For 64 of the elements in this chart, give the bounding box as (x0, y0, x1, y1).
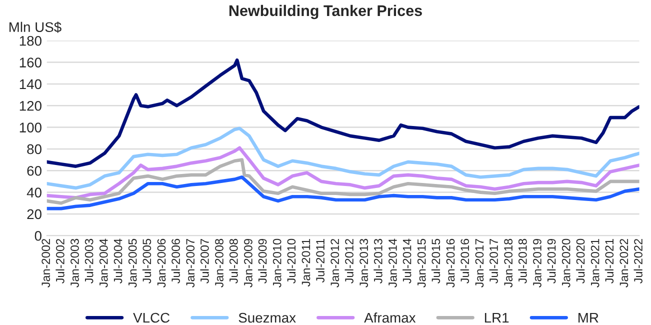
legend-label: Aframax (364, 312, 416, 323)
x-tick-label: Jan-2021 (590, 238, 600, 288)
x-tick-label: Jan-2016 (446, 238, 455, 288)
x-tick-label: Jan-2018 (504, 238, 513, 288)
x-tick-label: Jul-2018 (518, 238, 527, 284)
y-tick-label: 100 (20, 122, 42, 132)
x-tick-label: Jan-2015 (417, 238, 426, 288)
y-tick-label: 0 (34, 230, 42, 241)
line-series (46, 146, 640, 200)
x-tick-label: Jan-2008 (215, 238, 224, 288)
chart-title: Newbuilding Tanker Prices (229, 4, 422, 20)
y-tick-label: 160 (20, 58, 42, 68)
x-tick-label: Jul-2008 (229, 238, 238, 284)
legend-label: LR1 (484, 312, 509, 323)
x-tick-label: Jul-2004 (114, 238, 122, 284)
legend-label: MR (578, 312, 598, 323)
y-tick-label: 40 (26, 188, 42, 198)
x-tick-label: Jan-2003 (70, 238, 79, 288)
x-tick-label: Jul-2010 (286, 238, 296, 284)
x-tick-label: Jan-2022 (620, 238, 628, 288)
x-tick-label: Jan-2014 (388, 238, 397, 288)
x-tick-label: Jul-2006 (171, 238, 180, 284)
x-tick-label: Jan-2002 (42, 238, 50, 288)
x-tick-label: Jan-2019 (533, 238, 542, 288)
x-tick-label: Jan-2005 (128, 238, 137, 288)
y-tick-label: 20 (27, 209, 42, 220)
x-tick-label: Jan-2004 (99, 238, 108, 288)
legend-label: VLCC (133, 312, 170, 323)
y-tick-label: 180 (20, 36, 42, 46)
y-tick-label: 120 (20, 100, 42, 111)
y-axis-title: Mln US$ (10, 22, 62, 33)
x-tick-label: Jul-2007 (200, 238, 209, 284)
y-tick-label: 60 (27, 166, 42, 176)
x-tick-label: Jan-2007 (186, 238, 195, 288)
legend-label: Suezmax (238, 312, 296, 323)
x-tick-label: Jul-2002 (56, 238, 64, 284)
line-series (46, 126, 640, 190)
line-series (46, 58, 640, 168)
x-tick-label: Jan-2012 (330, 238, 340, 288)
x-tick-label: Jan-2006 (157, 238, 166, 288)
x-tick-label: Jul-2021 (604, 238, 614, 284)
x-tick-label: Jul-2020 (576, 238, 585, 284)
x-tick-label: Jul-2013 (374, 238, 382, 284)
x-tick-label: Jul-2022 (634, 238, 642, 284)
x-tick-label: Jul-2012 (344, 238, 354, 284)
x-tick-label: Jul-2003 (84, 238, 94, 284)
x-tick-label: Jul-2009 (258, 238, 267, 284)
line-series (46, 175, 640, 210)
x-tick-label: Jan-2011 (302, 238, 310, 287)
x-tick-label: Jul-2015 (431, 238, 440, 284)
x-tick-label: Jan-2009 (244, 238, 252, 288)
x-tick-label: Jul-2005 (142, 238, 152, 284)
x-tick-label: Jul-2016 (460, 238, 470, 284)
line-series (46, 158, 640, 205)
y-tick-label: 80 (27, 144, 42, 154)
x-tick-label: Jan-2013 (360, 238, 368, 288)
x-tick-label: Jul-2014 (402, 238, 412, 284)
x-tick-label: Jan-2017 (475, 238, 484, 288)
x-tick-label: Jan-2020 (562, 238, 570, 288)
y-tick-label: 140 (20, 79, 42, 90)
x-tick-label: Jul-2019 (547, 238, 556, 284)
x-tick-label: Jul-2011 (316, 238, 324, 283)
x-tick-label: Jan-2010 (272, 238, 282, 288)
x-tick-label: Jul-2017 (489, 238, 498, 284)
